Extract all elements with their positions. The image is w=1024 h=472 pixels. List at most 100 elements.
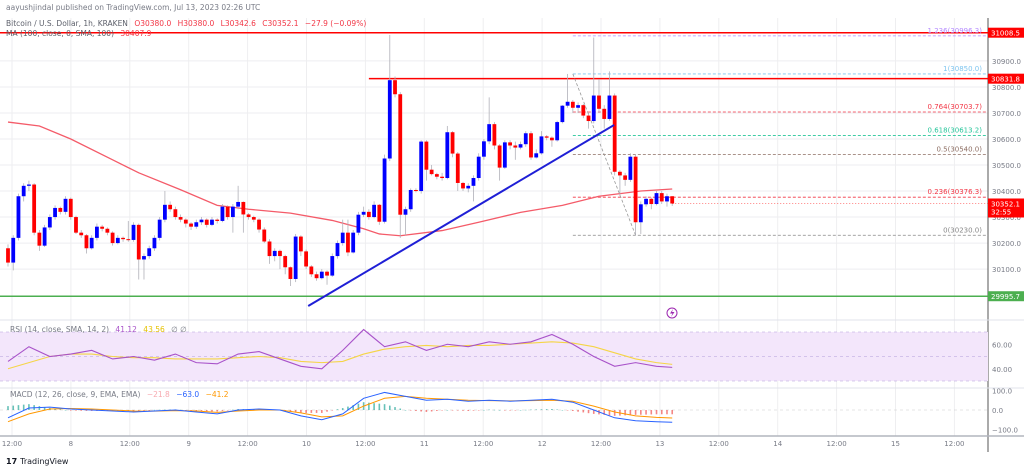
- candle-body: [403, 209, 408, 215]
- candle-body: [236, 201, 241, 207]
- macd-histogram-bar: [436, 410, 438, 411]
- candle-body: [157, 219, 162, 238]
- candle: [591, 37, 596, 124]
- candle: [330, 253, 335, 277]
- candle-body: [110, 232, 115, 244]
- candle: [555, 120, 560, 142]
- candle-body: [199, 219, 204, 223]
- candle: [539, 131, 544, 155]
- candle-body: [560, 105, 565, 123]
- macd-histogram-bar: [310, 410, 313, 413]
- time-tick-label: 12:00: [709, 440, 729, 448]
- candle-body: [654, 193, 659, 205]
- candle: [204, 218, 209, 228]
- candle: [659, 191, 664, 205]
- candle-body: [445, 132, 450, 179]
- candle: [136, 223, 141, 280]
- candle-body: [502, 142, 507, 168]
- candle-body: [497, 145, 502, 168]
- macd-histogram-bar: [524, 409, 527, 411]
- candle: [377, 204, 382, 225]
- macd-histogram-bar: [347, 406, 349, 410]
- candle: [168, 201, 173, 212]
- macd-histogram-bar: [205, 410, 208, 412]
- macd-histogram-bar: [221, 410, 224, 411]
- fib-level-label: 0.5(30540.0): [936, 146, 982, 154]
- candle-body: [163, 204, 167, 220]
- candle: [189, 222, 193, 231]
- time-tick-label: 11: [420, 440, 429, 448]
- macd-value: −63.0: [176, 390, 200, 399]
- candle-body: [461, 182, 465, 189]
- macd-histogram-bar: [378, 403, 381, 410]
- price-level-label: 29995.7: [991, 293, 1020, 301]
- time-tick-label: 12:00: [120, 440, 140, 448]
- candle: [398, 92, 403, 238]
- candle: [319, 269, 324, 280]
- macd-histogram-bar: [315, 410, 318, 413]
- macd-histogram-bar: [321, 410, 323, 413]
- candle: [157, 217, 162, 241]
- macd-histogram-bar: [85, 410, 88, 411]
- macd-histogram-bar: [509, 410, 511, 411]
- candle: [476, 153, 481, 181]
- candle-body: [644, 198, 648, 205]
- macd-histogram-bar: [341, 408, 344, 410]
- candle-body: [539, 136, 544, 154]
- candle-body: [53, 207, 57, 218]
- candle-body: [32, 184, 37, 233]
- fib-level-label: 1.236(30996.3): [928, 27, 983, 35]
- candle-body: [492, 124, 497, 146]
- macd-histogram-bar: [137, 410, 140, 411]
- candle-body: [393, 80, 397, 95]
- candle: [63, 196, 68, 215]
- ma-value: 30407.9: [120, 29, 152, 38]
- candle-body: [210, 219, 214, 225]
- candle: [544, 135, 549, 141]
- candle: [586, 112, 591, 129]
- candle: [314, 271, 319, 281]
- candle: [351, 230, 356, 254]
- candle-body: [79, 232, 84, 236]
- candle: [16, 193, 21, 241]
- time-tick-label: 12:00: [2, 440, 22, 448]
- candle: [340, 219, 345, 246]
- candle: [293, 233, 298, 283]
- candle-body: [414, 189, 418, 192]
- candle: [565, 73, 570, 108]
- price-level-badge: [988, 73, 1024, 84]
- candle-body: [225, 206, 230, 218]
- candle: [283, 254, 288, 275]
- candle: [502, 140, 507, 169]
- candle-body: [42, 227, 47, 246]
- candle-body: [351, 232, 356, 253]
- open-value: O30380.0: [134, 19, 172, 28]
- brand-name: TradingView: [20, 457, 69, 466]
- candle-body: [346, 232, 350, 253]
- candle-body: [597, 95, 601, 109]
- macd-line: [7, 391, 673, 423]
- lightning-event-icon[interactable]: [666, 307, 678, 319]
- candle-body: [63, 198, 68, 212]
- candle: [74, 215, 78, 234]
- candle: [309, 265, 314, 277]
- change-value: −27.9 (−0.09%): [304, 19, 367, 28]
- macd-histogram-bar: [216, 410, 218, 412]
- macd-histogram-bar: [211, 410, 213, 412]
- candle: [58, 206, 63, 215]
- tradingview-logo[interactable]: 17 TradingView: [6, 457, 68, 466]
- price-tick-label: 30900.0: [992, 58, 1021, 66]
- candle-body: [58, 207, 63, 212]
- candle-body: [330, 256, 335, 276]
- candle: [414, 188, 418, 193]
- macd-histogram-bar: [608, 410, 611, 416]
- price-tick-label: 30800.0: [992, 84, 1021, 92]
- candle: [560, 105, 565, 124]
- candle: [163, 191, 167, 223]
- price-level-label: 31008.5: [991, 30, 1020, 38]
- candle-body: [47, 217, 52, 228]
- candle: [455, 151, 460, 192]
- candle-body: [482, 141, 486, 157]
- candle: [602, 105, 607, 129]
